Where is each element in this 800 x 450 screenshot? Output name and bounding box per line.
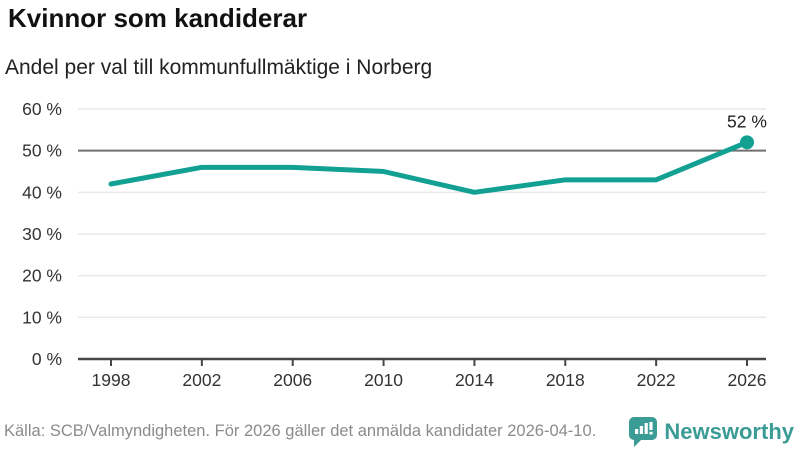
- bar-chart-speech-bubble-icon: [629, 416, 658, 447]
- data-point-label: 52 %: [727, 111, 767, 131]
- x-tick-label: 2026: [728, 370, 767, 390]
- data-line: [108, 139, 750, 195]
- x-tick-label: 2010: [364, 370, 403, 390]
- footer: Källa: SCB/Valmyndigheten. För 2026 gäll…: [0, 413, 800, 450]
- y-tick-label: 0 %: [32, 349, 62, 369]
- source-note: Källa: SCB/Valmyndigheten. För 2026 gäll…: [4, 422, 597, 440]
- y-tick-label: 10 %: [22, 307, 62, 327]
- x-tick-label: 2018: [546, 370, 585, 390]
- page-title: Kvinnor som kandiderar: [8, 3, 308, 33]
- y-tick-label: 40 %: [22, 182, 62, 202]
- chart-subtitle: Andel per val till kommunfullmäktige i N…: [5, 56, 433, 79]
- x-tick-label: 2014: [455, 370, 494, 390]
- data-point-2026: [740, 135, 754, 150]
- y-tick-label: 60 %: [22, 99, 62, 119]
- y-tick-label: 30 %: [22, 224, 62, 244]
- x-tick-label: 2022: [637, 370, 676, 390]
- x-tick-label: 2002: [182, 370, 221, 390]
- x-tick-label: 1998: [92, 370, 131, 390]
- x-tick-label: 2006: [273, 370, 312, 390]
- brand-wordmark: Newsworthy: [664, 418, 794, 444]
- y-tick-label: 50 %: [22, 141, 62, 161]
- newsworthy-logo[interactable]: Newsworthy: [629, 416, 794, 447]
- y-tick-label: 20 %: [22, 266, 62, 286]
- line-chart: 0 % 10 % 20 % 30 % 40 % 50 % 60 % 1998 2002 2006 2…: [22, 99, 767, 390]
